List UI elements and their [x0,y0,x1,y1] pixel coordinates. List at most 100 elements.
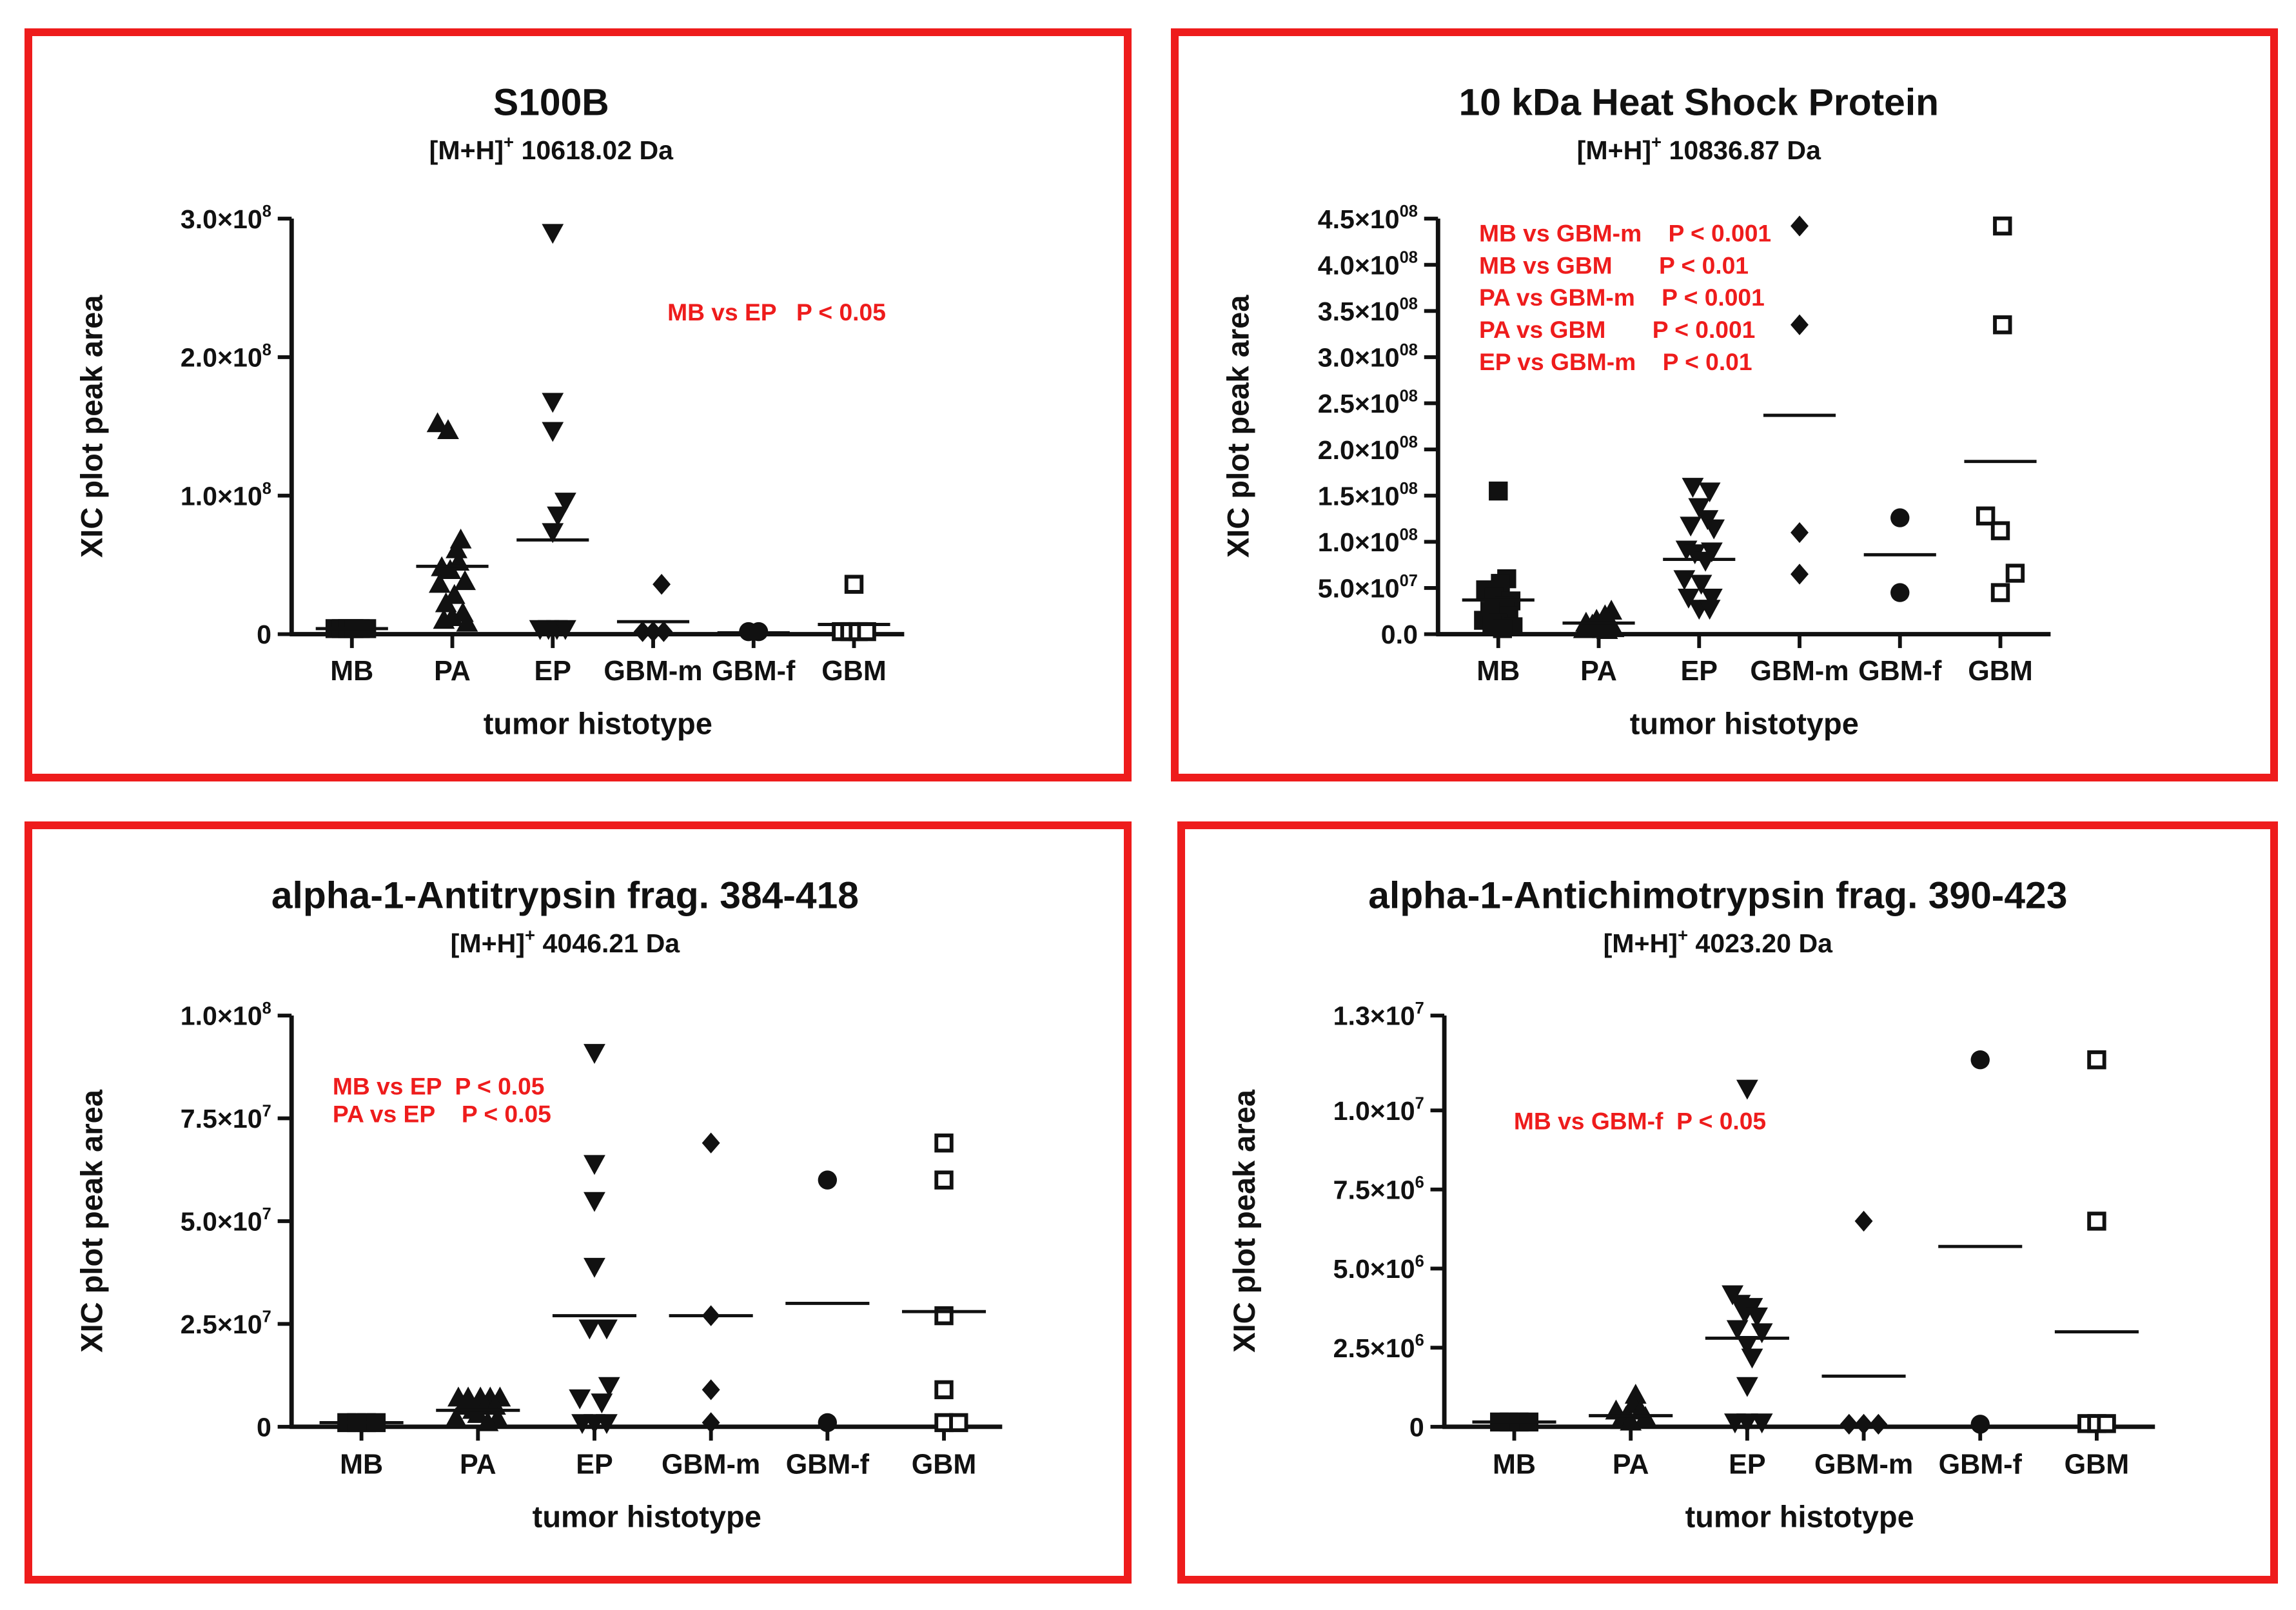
data-point [1990,583,2010,602]
x-tick-label: GBM [2065,1449,2130,1480]
chart-subtitle-mass: 10618.02 Da [514,135,674,165]
y-axis-label: XIC plot peak area [1227,1089,1261,1352]
data-point [1736,1377,1758,1397]
data-point [633,621,652,642]
x-tick-label: MB [1477,656,1520,687]
data-point [1736,1079,1758,1100]
y-tick-label: 4.5×1008 [1318,202,1418,234]
chart-subtitle-mass: 4046.21 Da [535,928,680,958]
series-gbm-m [702,1132,720,1433]
data-point [542,224,564,244]
chart-svg-s100b: S100B [M+H]+ 10618.02 Da 0 1.0×108 2.0×108 3.… [74,81,905,740]
x-tick-label: GBM [912,1449,977,1480]
data-point [476,1411,499,1431]
series-gbm [832,574,876,642]
y-tick-label: 1.5×1008 [1318,480,1418,511]
chart-subtitle: [M+H]+ 4023.20 Da [1604,925,1834,958]
data-point [2087,1050,2106,1070]
y-tick-label: 2.5×106 [1333,1331,1424,1363]
data-point [426,412,449,433]
series-pa [426,412,478,632]
data-point [542,422,564,442]
data-point [569,1389,591,1409]
chart-subtitle-mass: 4023.20 Da [1688,928,1833,958]
data-point [1700,589,1723,609]
y-tick-label: 0 [257,620,271,649]
significance-annotation: PA vs EP P < 0.05 [333,1101,551,1128]
data-point [1690,574,1712,595]
data-point [1596,619,1618,640]
data-point [542,393,564,413]
data-point [644,621,662,642]
y-tick-label: 0.0 [1381,620,1418,649]
data-point [844,574,864,594]
data-point [1890,583,1910,602]
data-point [1736,1413,1758,1434]
data-point [1970,1050,1990,1070]
chart-subtitle-charge: + [525,925,535,945]
x-tick-label: GBM [821,656,887,687]
y-tick-label: 1.3×107 [1333,999,1424,1031]
x-tick-label: GBM [1968,656,2033,687]
data-point [949,1413,968,1433]
data-point [1698,600,1721,620]
data-point [456,611,478,632]
data-point [547,506,569,527]
data-point [1970,1415,1990,1434]
y-tick-label: 2.5×1008 [1318,388,1418,419]
x-tick-label: EP [576,1449,613,1480]
series-gbm-f [1890,508,1910,602]
series-gbm-m [1791,215,1809,585]
x-axis-label: tumor histotype [1685,1500,1914,1534]
data-point [1741,1348,1763,1369]
y-tick-label: 5.0×1007 [1318,572,1418,604]
x-axis-label: tumor histotype [484,706,712,740]
data-point [428,573,451,593]
chart-svg-antitrypsin: alpha-1-Antitrypsin frag. 384-418 [M+H]+ … [74,874,1003,1534]
data-point [435,592,457,613]
y-tick-label: 1.0×108 [181,999,271,1031]
series-pa [1605,1384,1656,1431]
significance-annotation: MB vs GBM-m P < 0.001 [1479,219,1771,246]
x-tick-label: GBM-f [1858,656,1942,687]
data-point [584,1044,605,1065]
data-point [542,523,564,544]
chart-subtitle: [M+H]+ 10618.02 Da [429,132,674,165]
data-point [591,1393,613,1414]
x-axis-label: tumor histotype [1630,706,1859,740]
y-tick-label: 3.0×108 [181,202,271,234]
x-tick-label: PA [1613,1449,1649,1480]
x-tick-label: EP [535,656,571,687]
significance-annotation: MB vs GBM-f P < 0.05 [1514,1107,1766,1134]
chart-panel-antitrypsin: alpha-1-Antitrypsin frag. 384-418 [M+H]+ … [25,821,1132,1584]
x-tick-label: PA [434,656,471,687]
data-point [934,1134,954,1153]
chart-subtitle-charge: + [504,132,514,152]
chart-svg-hsp10: 10 kDa Heat Shock Protein [M+H]+ 10836.87… [1221,81,2051,740]
data-point [1993,216,2012,236]
data-point [818,1413,838,1433]
data-point [934,1170,954,1190]
y-tick-label: 3.0×1008 [1318,341,1418,373]
data-point [1620,1410,1642,1431]
y-tick-label: 2.5×107 [181,1308,271,1339]
series-pa [1573,600,1625,640]
y-tick-label: 1.0×107 [1333,1094,1424,1126]
x-tick-label: MB [1493,1449,1536,1480]
data-point [934,1380,954,1400]
data-point [1791,564,1809,585]
y-tick-label: 1.0×1008 [1318,525,1418,557]
data-point [437,419,459,439]
series-gbm-f [818,1170,838,1433]
significance-annotation: MB vs EP P < 0.05 [333,1072,545,1099]
data-point [2097,1414,2116,1433]
x-tick-label: GBM-m [603,656,702,687]
data-point [446,538,467,558]
data-point [1854,1210,1873,1232]
data-point [1678,589,1700,609]
data-point [1682,478,1704,498]
chart-subtitle-ion: [M+H] [451,928,525,958]
data-point [1791,314,1809,335]
data-point [584,1155,605,1175]
significance-annotation: PA vs GBM-m P < 0.001 [1479,284,1765,311]
